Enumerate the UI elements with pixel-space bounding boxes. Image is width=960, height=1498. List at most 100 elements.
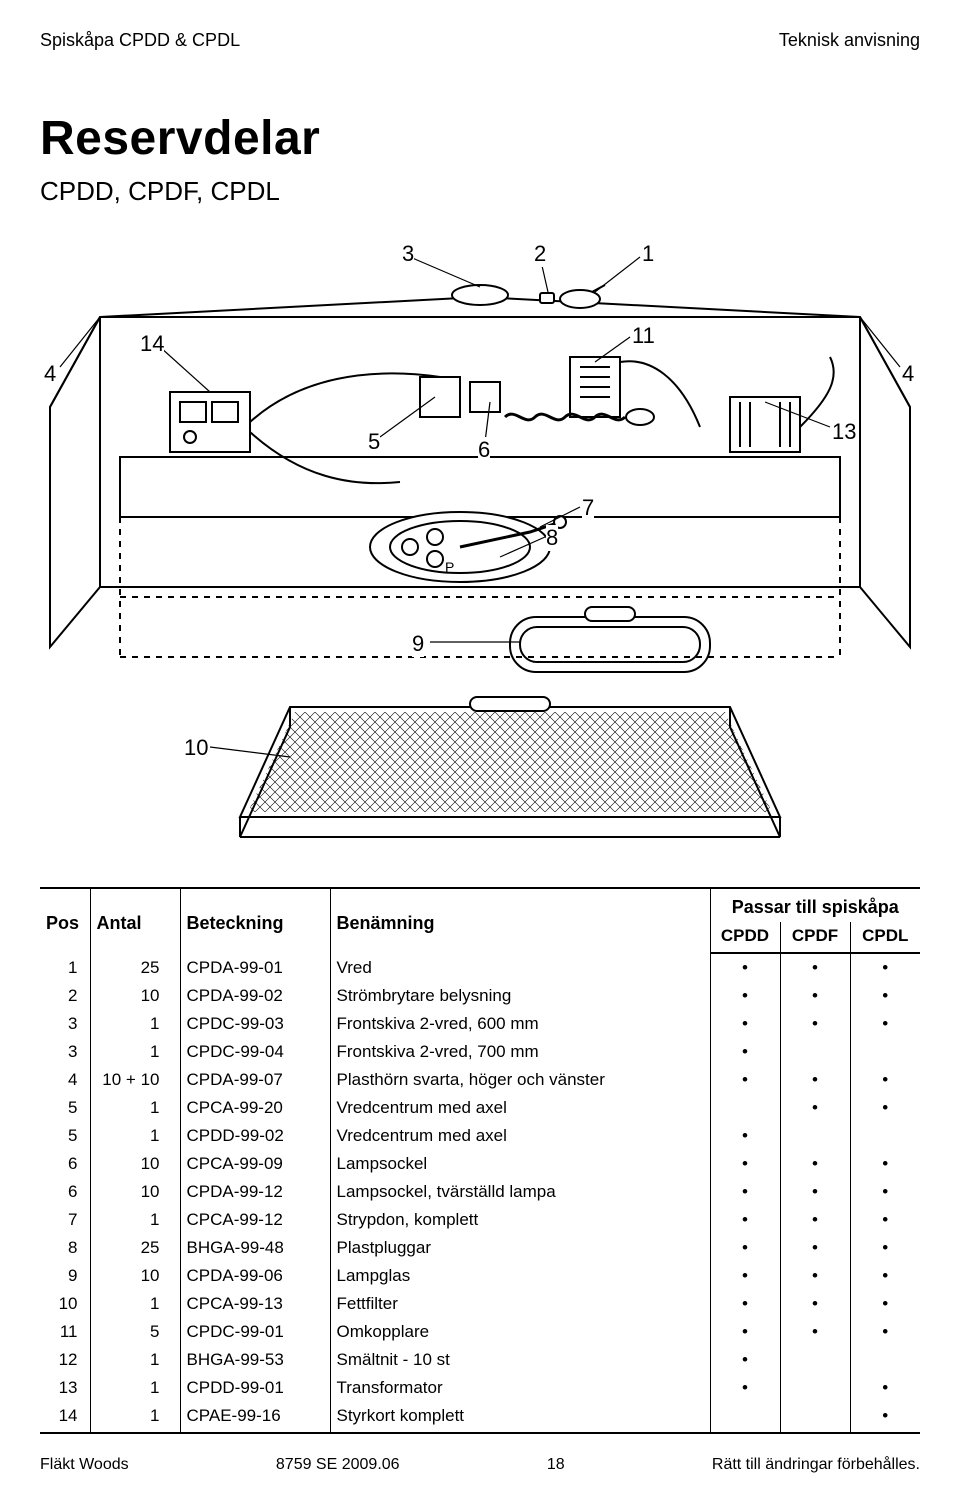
table-row: 51CPCA-99-20Vredcentrum med axel•• [40,1094,920,1122]
page-title: Reservdelar [40,111,920,166]
cell-cpdd: • [710,982,780,1010]
cell-pos: 1 [40,953,90,982]
cell-cpdd: • [710,1178,780,1206]
callout-10: 10 [184,735,208,761]
table-row: 31CPDC-99-03Frontskiva 2-vred, 600 mm••• [40,1010,920,1038]
cell-qty: 1 [90,1346,180,1374]
cell-pos: 5 [40,1122,90,1150]
callout-1: 1 [642,241,654,267]
cell-cpdd: • [710,1038,780,1066]
cell-cpdl: • [850,1150,920,1178]
cell-desc: Strypdon, komplett [330,1206,710,1234]
cell-cpdd [710,1094,780,1122]
callout-2: 2 [534,241,546,267]
cell-desc: Vredcentrum med axel [330,1094,710,1122]
cell-cpdl [850,1346,920,1374]
callout-9: 9 [412,631,424,657]
cell-pos: 6 [40,1150,90,1178]
cell-pos: 5 [40,1094,90,1122]
cell-pos: 6 [40,1178,90,1206]
cell-cpdf: • [780,1318,850,1346]
cell-desc: Omkopplare [330,1318,710,1346]
callout-11: 11 [632,323,655,349]
cell-qty: 1 [90,1038,180,1066]
table-row: 121BHGA-99-53Smältnit - 10 st• [40,1346,920,1374]
cell-code: CPDA-99-02 [180,982,330,1010]
cell-cpdd: • [710,953,780,982]
cell-cpdl: • [850,953,920,982]
cell-desc: Lampsockel [330,1150,710,1178]
cell-qty: 10 [90,1262,180,1290]
col-cpdf: CPDF [780,922,850,953]
cell-pos: 10 [40,1290,90,1318]
cell-cpdf [780,1346,850,1374]
cell-desc: Plastpluggar [330,1234,710,1262]
page-header: Spiskåpa CPDD & CPDL Teknisk anvisning [40,30,920,51]
cell-cpdf [780,1038,850,1066]
cell-code: CPAE-99-16 [180,1402,330,1433]
callout-14: 14 [140,331,164,357]
cell-code: CPDA-99-06 [180,1262,330,1290]
cell-cpdf: • [780,1010,850,1038]
cell-code: CPCA-99-20 [180,1094,330,1122]
cell-cpdf: • [780,982,850,1010]
cell-cpdl: • [850,982,920,1010]
cell-qty: 10 [90,1150,180,1178]
page-subtitle: CPDD, CPDF, CPDL [40,176,920,207]
cell-desc: Strömbrytare belysning [330,982,710,1010]
col-cpdd: CPDD [710,922,780,953]
callout-8: 8 [546,525,558,551]
callout-3: 3 [402,241,414,267]
cell-qty: 10 [90,982,180,1010]
cell-cpdl [850,1038,920,1066]
cell-cpdf: • [780,1206,850,1234]
cell-cpdd: • [710,1150,780,1178]
table-row: 825BHGA-99-48Plastpluggar••• [40,1234,920,1262]
svg-text:P: P [445,559,454,575]
callout-4l: 4 [44,361,56,387]
cell-qty: 1 [90,1010,180,1038]
cell-cpdl [850,1122,920,1150]
cell-cpdd: • [710,1346,780,1374]
callout-5: 5 [368,429,380,455]
table-row: 910CPDA-99-06Lampglas••• [40,1262,920,1290]
table-row: 410 + 10CPDA-99-07Plasthörn svarta, höge… [40,1066,920,1094]
cell-pos: 11 [40,1318,90,1346]
cell-pos: 4 [40,1066,90,1094]
cell-cpdf [780,1402,850,1433]
cell-cpdl: • [850,1262,920,1290]
col-desc: Benämning [330,888,710,953]
cell-cpdf [780,1374,850,1402]
col-group: Passar till spiskåpa [710,888,920,922]
cell-code: CPCA-99-09 [180,1150,330,1178]
callout-7: 7 [582,495,594,521]
table-row: 125CPDA-99-01Vred••• [40,953,920,982]
cell-pos: 2 [40,982,90,1010]
cell-cpdd: • [710,1234,780,1262]
table-row: 31CPDC-99-04Frontskiva 2-vred, 700 mm• [40,1038,920,1066]
cell-desc: Lampsockel, tvärställd lampa [330,1178,710,1206]
exploded-diagram: P [40,227,920,867]
cell-desc: Vredcentrum med axel [330,1122,710,1150]
cell-desc: Fettfilter [330,1290,710,1318]
col-cpdl: CPDL [850,922,920,953]
table-row: 71CPCA-99-12Strypdon, komplett••• [40,1206,920,1234]
th-antal: Antal [97,913,142,933]
cell-cpdl: • [850,1402,920,1433]
cell-cpdf [780,1122,850,1150]
footer-center-code: 8759 SE 2009.06 [276,1456,400,1474]
table-row: 115CPDC-99-01Omkopplare••• [40,1318,920,1346]
cell-cpdf: • [780,1234,850,1262]
cell-code: CPDA-99-07 [180,1066,330,1094]
cell-cpdl: • [850,1178,920,1206]
cell-qty: 1 [90,1094,180,1122]
cell-cpdl: • [850,1374,920,1402]
cell-cpdd: • [710,1066,780,1094]
cell-cpdf: • [780,1094,850,1122]
header-right: Teknisk anvisning [779,30,920,51]
cell-code: BHGA-99-48 [180,1234,330,1262]
cell-code: CPDC-99-04 [180,1038,330,1066]
cell-qty: 25 [90,1234,180,1262]
cell-pos: 14 [40,1402,90,1433]
cell-pos: 9 [40,1262,90,1290]
